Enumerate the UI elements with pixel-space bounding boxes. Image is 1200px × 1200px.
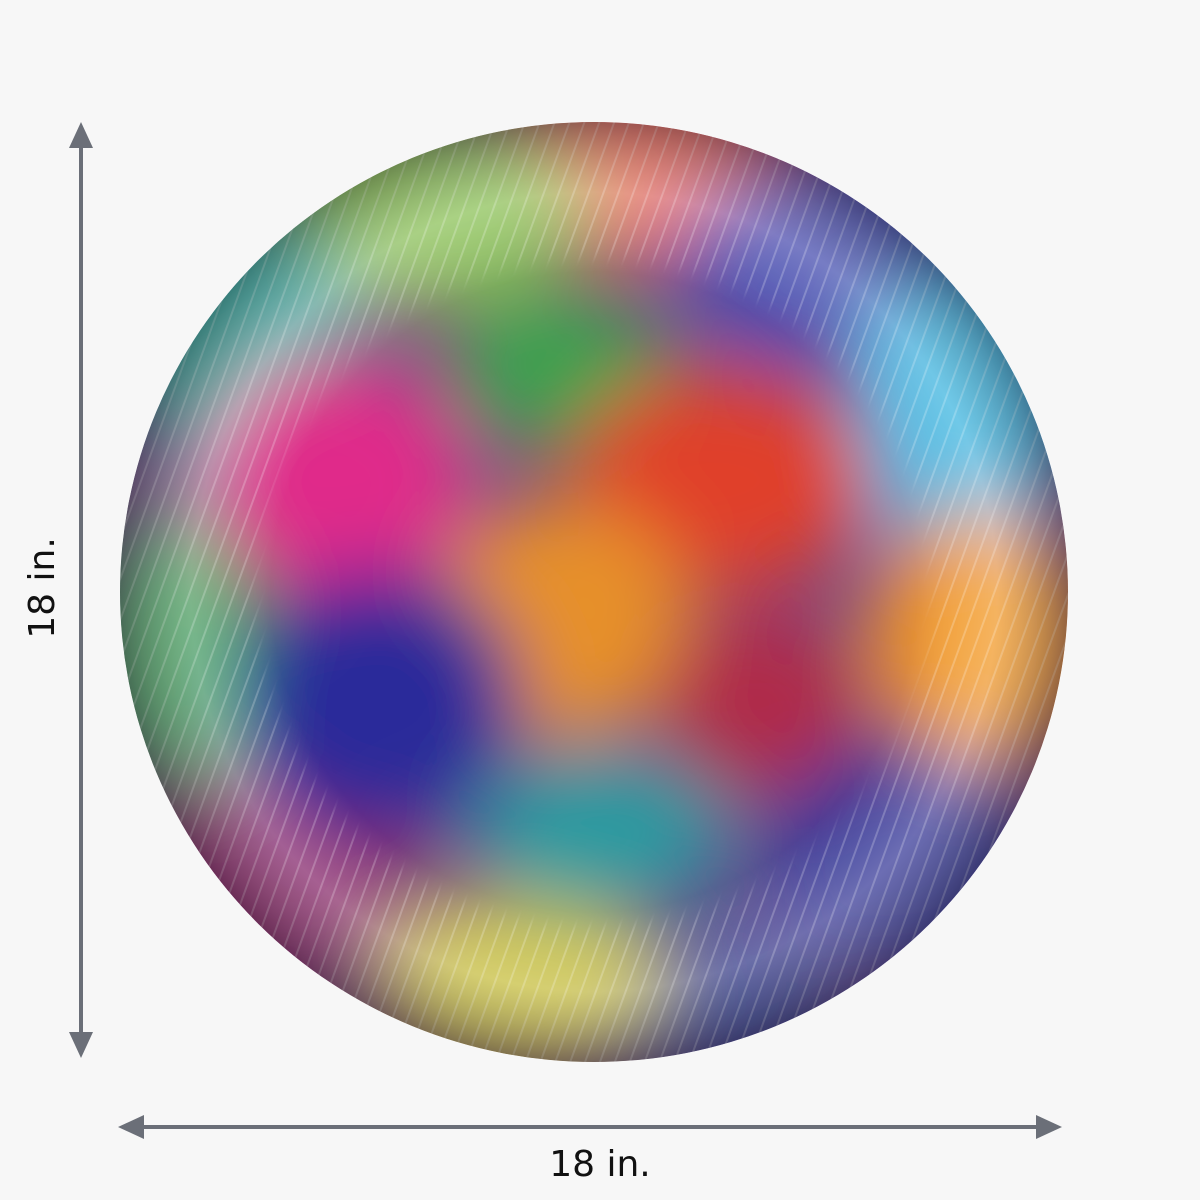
arrow-head bbox=[69, 1032, 93, 1058]
arrow-head bbox=[118, 1115, 144, 1139]
width-label: 18 in. bbox=[549, 1144, 651, 1185]
balloon bbox=[120, 122, 1068, 1062]
arrow-head bbox=[1036, 1115, 1062, 1139]
width-dimension: 18 in. bbox=[118, 1115, 1062, 1185]
height-dimension: 18 in. bbox=[22, 122, 93, 1058]
arrow-head bbox=[69, 122, 93, 148]
height-label: 18 in. bbox=[22, 537, 63, 639]
